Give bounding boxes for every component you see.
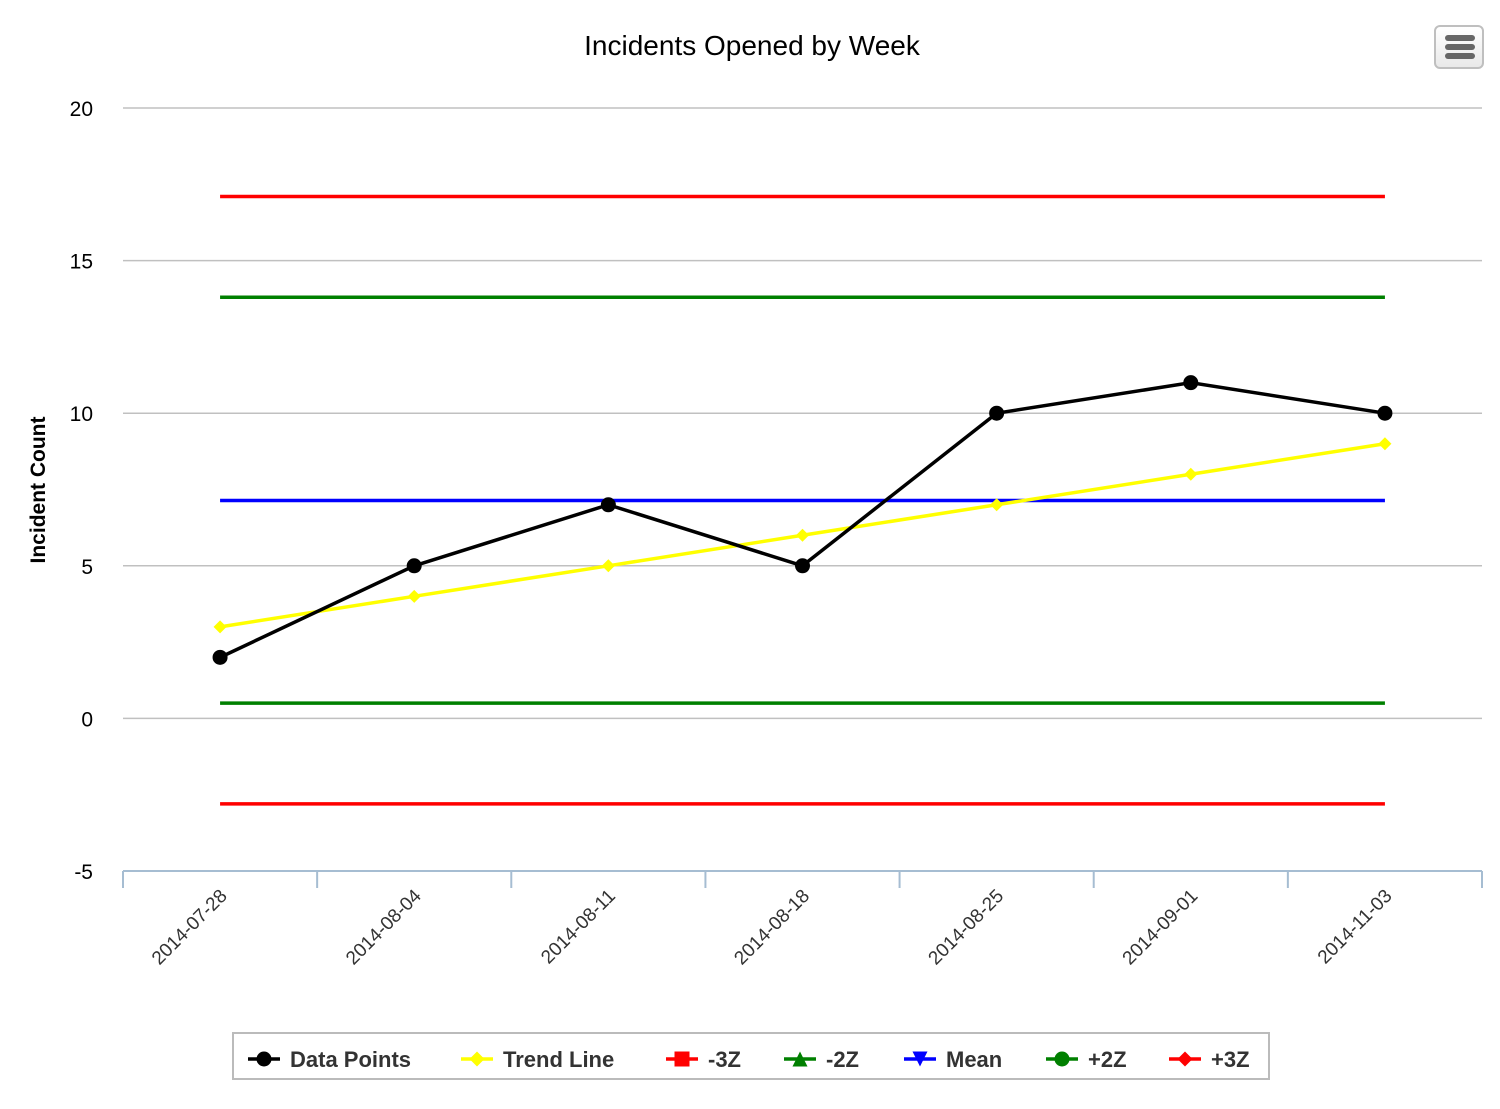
- legend-item: -2Z: [784, 1047, 859, 1072]
- legend-label: -3Z: [708, 1047, 741, 1072]
- legend-marker-icon: [1054, 1051, 1070, 1067]
- series-data-points: [212, 375, 1393, 665]
- legend-label: Mean: [946, 1047, 1002, 1072]
- y-tick-label: 5: [81, 556, 93, 579]
- legend-marker-icon: [1177, 1051, 1193, 1067]
- trend-point-marker: [213, 620, 227, 634]
- data-point-marker: [600, 497, 616, 513]
- x-axis: 2014-07-28 2014-08-04 2014-08-11 2014-08-18…: [122, 870, 1483, 970]
- hamburger-menu-icon[interactable]: [1434, 25, 1484, 69]
- y-tick-label: -5: [74, 861, 93, 884]
- y-tick-label: 20: [70, 98, 93, 121]
- x-tick-label: 2014-09-01: [1119, 886, 1203, 970]
- y-tick-label: 10: [70, 403, 93, 426]
- legend-item: Trend Line: [461, 1047, 614, 1072]
- legend-item: +3Z: [1169, 1047, 1250, 1072]
- legend: Data Points Trend Line -3Z -2Z Mean +2Z +3Z: [232, 1032, 1270, 1080]
- grid-lines: [123, 107, 1482, 720]
- legend-label: +2Z: [1088, 1047, 1127, 1072]
- data-point-marker: [1377, 405, 1393, 421]
- legend-label: +3Z: [1211, 1047, 1250, 1072]
- trend-point-marker: [796, 528, 809, 542]
- y-tick-label: 15: [70, 251, 93, 274]
- legend-box: [232, 1032, 1270, 1080]
- trend-point-marker: [1378, 437, 1392, 451]
- series-line: [219, 380, 1386, 659]
- data-point-marker: [1183, 375, 1199, 391]
- menu-bar-icon: [1445, 53, 1475, 59]
- legend-item: Data Points: [248, 1047, 411, 1072]
- legend-marker-icon: [256, 1051, 272, 1067]
- trend-point-marker: [601, 559, 615, 573]
- menu-bar-icon: [1445, 35, 1475, 41]
- legend-label: -2Z: [826, 1047, 859, 1072]
- x-tick-label: 2014-11-03: [1314, 886, 1397, 969]
- y-tick-label: 0: [81, 708, 93, 731]
- x-tick-label: 2014-08-25: [925, 886, 1009, 970]
- legend-marker-icon: [912, 1051, 928, 1067]
- menu-bar-icon: [1445, 44, 1475, 50]
- legend-item: Mean: [904, 1047, 1002, 1072]
- legend-marker-icon: [674, 1051, 690, 1067]
- data-point-marker: [406, 558, 422, 574]
- legend-item: -3Z: [666, 1047, 741, 1072]
- chart-title: Incidents Opened by Week: [584, 30, 921, 61]
- legend-label: Data Points: [290, 1047, 411, 1072]
- trend-point-marker: [990, 498, 1004, 512]
- data-point-marker: [989, 405, 1005, 421]
- trend-point-marker: [407, 589, 421, 603]
- legend-label: Trend Line: [503, 1047, 614, 1072]
- y-axis-title: Incident Count: [27, 417, 50, 564]
- x-tick-label: 2014-08-18: [730, 886, 814, 970]
- x-tick-label: 2014-08-11: [537, 886, 620, 969]
- x-tick-label: 2014-07-28: [148, 886, 232, 970]
- series-group: [212, 194, 1393, 806]
- series-trend-line: [213, 437, 1392, 634]
- x-tick-label: 2014-08-04: [342, 885, 426, 969]
- y-axis-tick-labels: -5 0 5 10 15 20: [70, 98, 93, 884]
- trend-point-marker: [1184, 467, 1198, 481]
- legend-marker-icon: [469, 1051, 485, 1067]
- legend-item: +2Z: [1046, 1047, 1127, 1072]
- data-point-marker: [795, 558, 810, 574]
- data-point-marker: [212, 649, 228, 665]
- legend-marker-icon: [792, 1051, 808, 1067]
